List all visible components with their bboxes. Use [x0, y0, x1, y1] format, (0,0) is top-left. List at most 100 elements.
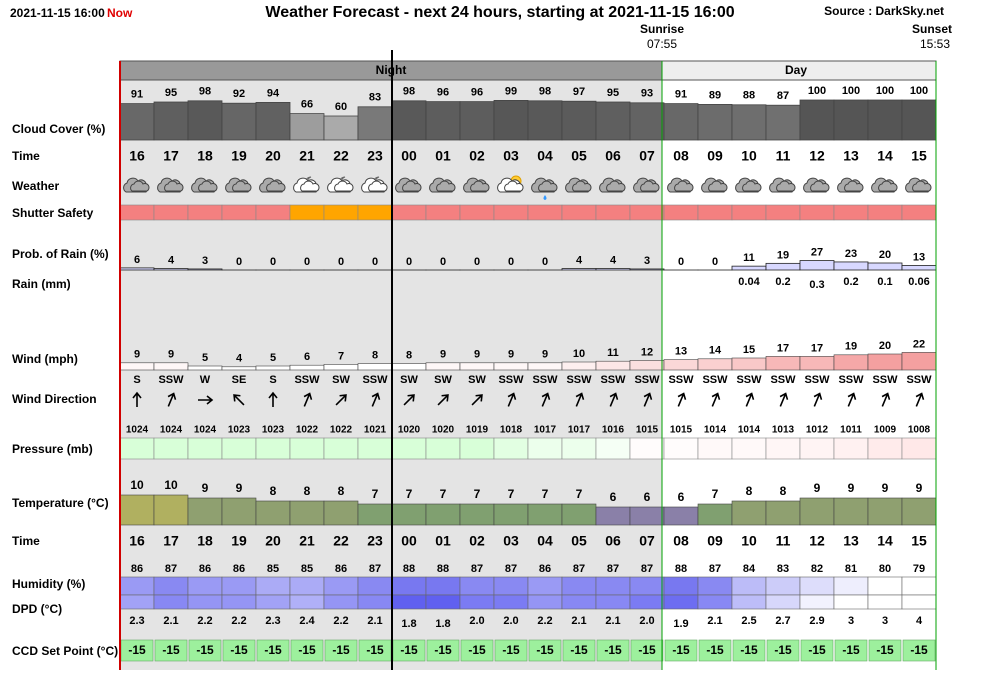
rain-prob-bar [765, 262, 801, 271]
ccd-value: -15 [128, 643, 146, 657]
arrow [575, 392, 585, 407]
wind-value: 9 [168, 349, 174, 361]
arrow [403, 394, 415, 406]
hour-label: 08 [673, 533, 689, 549]
cloud-value: 60 [335, 101, 347, 113]
wind-dir-label: W [200, 374, 211, 386]
hour-label: 04 [537, 148, 553, 164]
pressure-cell [119, 437, 155, 460]
dpd-cell [119, 594, 155, 610]
wind-bar [629, 360, 665, 371]
humidity-cell [731, 576, 767, 596]
arrow [471, 394, 483, 406]
cloud-value: 89 [709, 89, 721, 101]
wind-value: 4 [236, 353, 243, 365]
ccd-value: -15 [468, 643, 486, 657]
ccd-value: -15 [570, 643, 588, 657]
dpd-value: 2.2 [231, 615, 246, 627]
dpd-cell [799, 594, 835, 610]
weather-icon [905, 177, 932, 193]
pressure-value: 1023 [262, 425, 285, 436]
wind-arrow [471, 394, 483, 406]
dpd-value: 2.1 [707, 615, 722, 627]
wind-value: 20 [879, 340, 891, 352]
dpd-value: 3 [882, 615, 888, 627]
row-label: Temperature (°C) [12, 496, 109, 510]
temp-bar [289, 500, 325, 526]
ccd-cell [630, 639, 664, 662]
temp-value: 9 [814, 481, 821, 495]
cloud [674, 180, 694, 192]
humidity-value: 86 [335, 563, 347, 575]
pressure-cell [629, 437, 665, 460]
ccd-value: -15 [298, 643, 316, 657]
pressure-value: 1009 [874, 425, 897, 436]
rain-value: 0.06 [908, 276, 929, 288]
ccd-cell [902, 639, 936, 662]
cloud-bar [289, 113, 325, 141]
cloud [334, 180, 354, 192]
pressure-cell [289, 437, 325, 460]
temp-bar [595, 506, 631, 526]
ccd-cell [188, 639, 222, 662]
dpd-cell [153, 594, 189, 610]
cloud-value: 99 [505, 85, 517, 97]
pressure-value: 1014 [704, 425, 727, 436]
sunset-label: Sunset [912, 22, 952, 36]
ccd-value: -15 [162, 643, 180, 657]
dpd-value: 2.1 [163, 615, 178, 627]
wind-dir-label: SW [400, 374, 418, 386]
wind-arrow [677, 392, 687, 407]
wind-value: 8 [372, 350, 378, 362]
shutter-cell [289, 204, 325, 221]
temp-value: 9 [236, 481, 243, 495]
hour-label: 12 [809, 148, 825, 164]
humidity-value: 85 [267, 563, 279, 575]
wind-arrow [711, 392, 721, 407]
arrow [609, 392, 619, 407]
shutter-cell [459, 204, 495, 221]
wind-dir-label: SSW [158, 374, 184, 386]
dpd-value: 3 [848, 615, 854, 627]
now-label: Now [107, 6, 133, 20]
hour-label: 18 [197, 148, 213, 164]
temp-bar [493, 503, 529, 526]
temp-bar [459, 503, 495, 526]
wind-arrow [507, 392, 517, 407]
wind-dir-label: SSW [838, 374, 864, 386]
row-label: Shutter Safety [12, 206, 94, 220]
wind-dir-label: SSW [702, 374, 728, 386]
arrow [677, 392, 687, 407]
hour-label: 13 [843, 148, 859, 164]
temp-value: 7 [712, 487, 719, 501]
ccd-value: -15 [638, 643, 656, 657]
temp-value: 8 [780, 484, 787, 498]
wind-arrow [881, 392, 891, 407]
ccd-value: -15 [366, 643, 384, 657]
cloud-bar [867, 99, 903, 141]
cloud-value: 91 [131, 89, 143, 101]
wind-value: 7 [338, 350, 344, 362]
rain-value: 0.04 [738, 276, 760, 288]
wind-bar [425, 362, 461, 371]
wind-arrow [335, 394, 347, 406]
temp-bar [765, 500, 801, 526]
hour-label: 23 [367, 148, 383, 164]
weather-icon [803, 177, 830, 193]
cloud [538, 180, 558, 192]
rain-prob-value: 19 [777, 249, 789, 261]
day-label: Day [785, 63, 807, 77]
hour-label: 17 [163, 148, 179, 164]
temp-value: 9 [848, 481, 855, 495]
pressure-value: 1017 [534, 425, 557, 436]
wind-value: 5 [270, 352, 276, 364]
weather-icon [327, 176, 354, 193]
rain-prob-value: 23 [845, 248, 857, 260]
shutter-cell [493, 204, 529, 221]
wind-bar [595, 360, 631, 371]
wind-bar [867, 353, 903, 371]
pressure-cell [833, 437, 869, 460]
rain-value: 0.1 [877, 276, 892, 288]
hour-label: 13 [843, 533, 859, 549]
weather-icon [463, 177, 490, 193]
